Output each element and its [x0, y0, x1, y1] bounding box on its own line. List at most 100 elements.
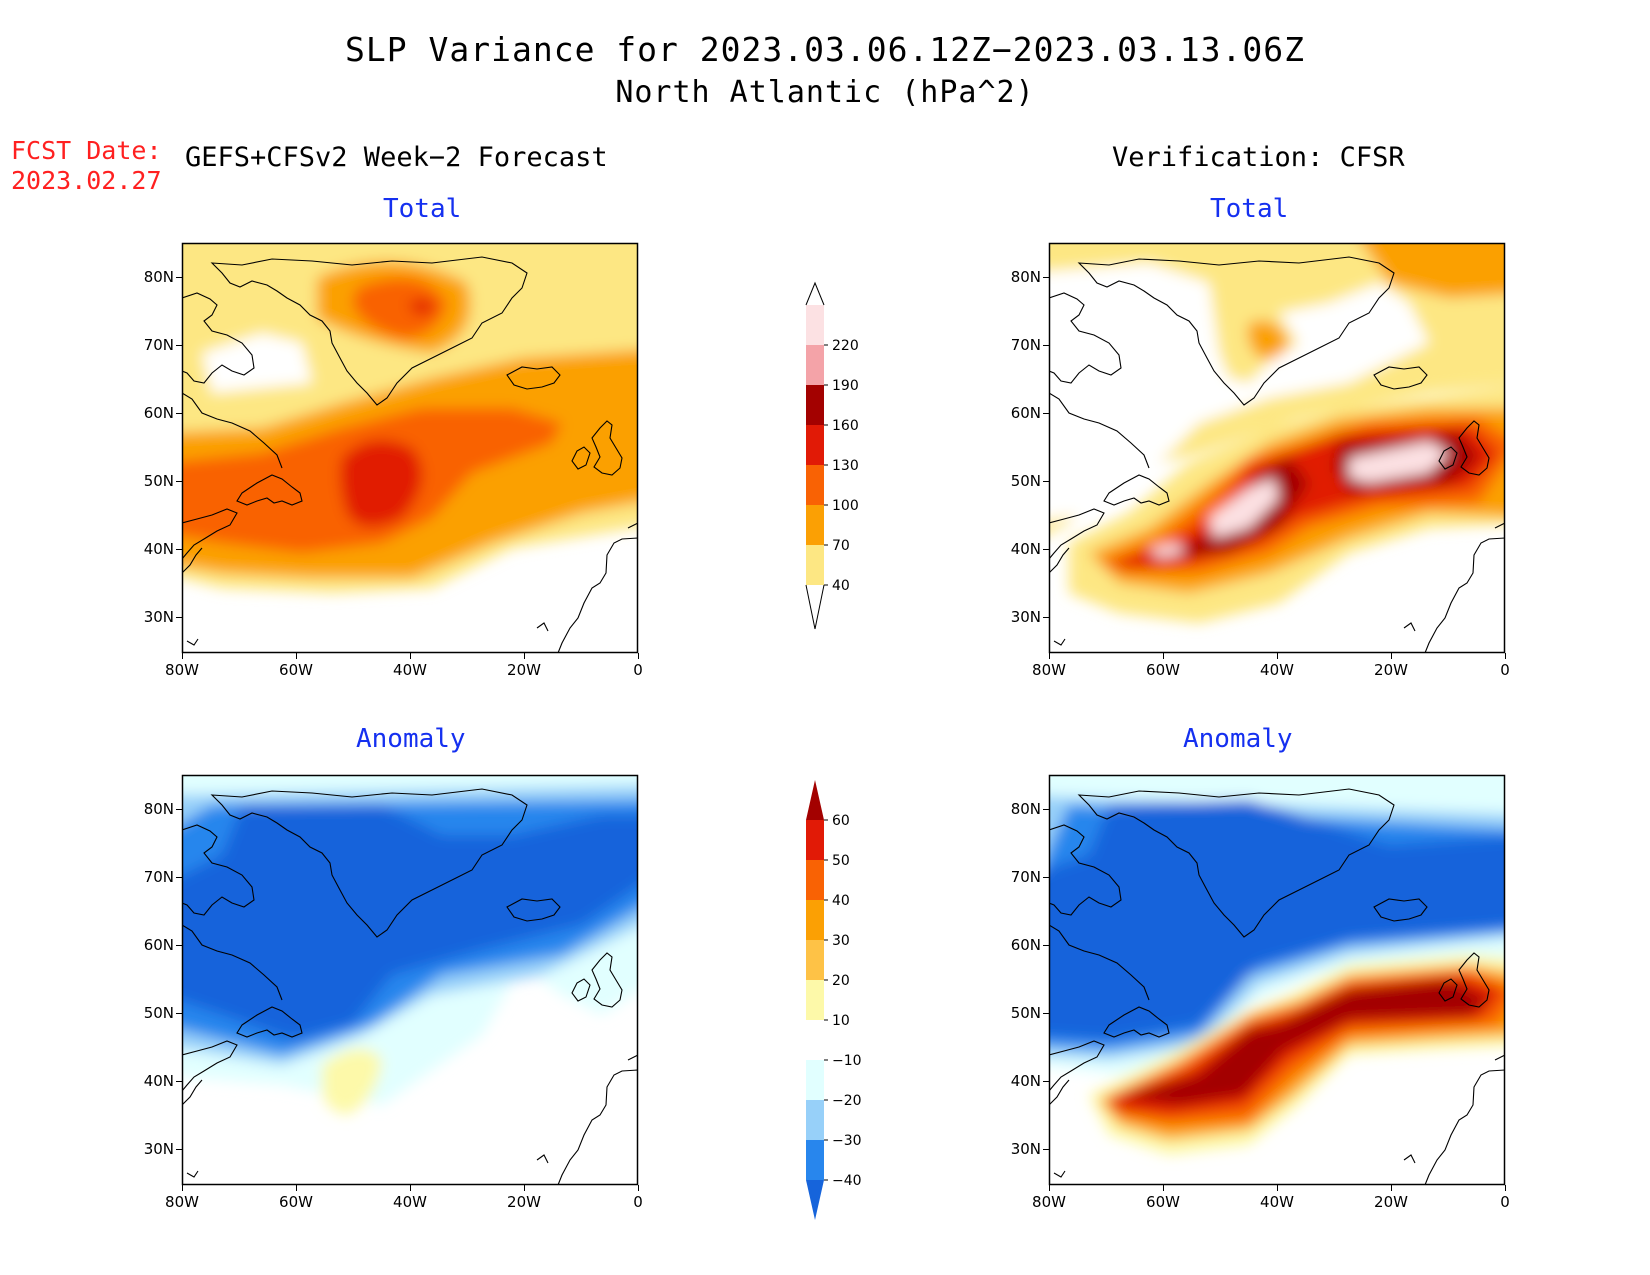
lat-label: 60N	[143, 404, 174, 422]
lat-label: 80N	[1010, 268, 1041, 286]
colorbar-segment	[806, 780, 824, 820]
fcst-date: 2023.02.27	[11, 166, 162, 195]
lat-label: 40N	[143, 1072, 174, 1090]
colorbar-label: −10	[832, 1053, 862, 1069]
lat-tick	[176, 945, 182, 946]
lat-label: 40N	[1010, 1072, 1041, 1090]
fcst-label: FCST Date:	[11, 136, 162, 165]
colorbar-anomaly: −40 −30 −20 −10 10 20 30 40 50 60	[806, 780, 862, 1220]
lat-tick	[176, 481, 182, 482]
lat-tick	[176, 1081, 182, 1082]
lon-tick	[638, 653, 639, 659]
lat-label: 80N	[1010, 800, 1041, 818]
main-title: SLP Variance for 2023.03.06.12Z−2023.03.…	[345, 30, 1305, 69]
lat-label: 50N	[1010, 472, 1041, 490]
colorbar-segment	[806, 345, 824, 385]
lat-tick	[1043, 1149, 1049, 1150]
lon-label: 40W	[393, 661, 427, 679]
map-verification-total	[1048, 242, 1506, 654]
colorbar-label: 40	[832, 578, 850, 594]
lat-label: 60N	[1010, 404, 1041, 422]
colorbar-segment	[806, 820, 824, 860]
lat-tick	[1043, 617, 1049, 618]
lon-label: 40W	[393, 1193, 427, 1211]
lat-label: 70N	[143, 868, 174, 886]
lat-tick	[1043, 1081, 1049, 1082]
map-forecast-anomaly	[181, 774, 639, 1186]
lat-label: 30N	[143, 1140, 174, 1158]
colorbar-segment	[806, 465, 824, 505]
lon-label: 60W	[1146, 661, 1180, 679]
colorbar-label: −20	[832, 1093, 862, 1109]
lon-label: 40W	[1260, 661, 1294, 679]
colorbar-extension-high	[805, 281, 825, 306]
lon-tick	[1505, 1185, 1506, 1191]
lon-label: 40W	[1260, 1193, 1294, 1211]
lon-tick	[1391, 653, 1392, 659]
colorbar-extension-low	[805, 584, 825, 630]
colorbar-label: 70	[832, 538, 850, 554]
colorbar-label: 190	[832, 378, 859, 394]
colorbar-segment	[806, 1180, 824, 1220]
lat-tick	[176, 549, 182, 550]
colorbar-label: 50	[832, 853, 850, 869]
lat-tick	[1043, 809, 1049, 810]
colorbar-label: −40	[832, 1173, 862, 1189]
lon-tick	[410, 653, 411, 659]
colorbar-segment	[806, 1060, 824, 1100]
lat-tick	[1043, 1013, 1049, 1014]
colorbar-label: 40	[832, 893, 850, 909]
lat-label: 30N	[143, 608, 174, 626]
lon-label: 80W	[1032, 1193, 1066, 1211]
lat-tick	[1043, 413, 1049, 414]
lat-tick	[176, 809, 182, 810]
lat-tick	[176, 1013, 182, 1014]
lat-tick	[176, 617, 182, 618]
lon-tick	[1163, 653, 1164, 659]
lon-tick	[524, 1185, 525, 1191]
lon-label: 80W	[165, 1193, 199, 1211]
colorbar-label: 130	[832, 458, 859, 474]
lat-label: 50N	[1010, 1004, 1041, 1022]
panel-title-forecast-anomaly: Anomaly	[356, 724, 466, 754]
lat-tick	[176, 277, 182, 278]
lat-label: 80N	[143, 268, 174, 286]
lon-label: 20W	[1374, 1193, 1408, 1211]
lat-tick	[1043, 945, 1049, 946]
colorbar-segment	[806, 425, 824, 465]
colorbar-label: 160	[832, 418, 859, 434]
lon-label: 80W	[165, 661, 199, 679]
lon-tick	[1277, 653, 1278, 659]
lon-tick	[1391, 1185, 1392, 1191]
lat-tick	[1043, 345, 1049, 346]
colorbar-segment	[806, 1140, 824, 1180]
lat-label: 40N	[1010, 540, 1041, 558]
lat-label: 70N	[1010, 336, 1041, 354]
map-forecast-total	[181, 242, 639, 654]
panel-title-verification-anomaly: Anomaly	[1183, 724, 1293, 754]
lat-label: 70N	[1010, 868, 1041, 886]
colorbar-segment	[806, 1100, 824, 1140]
colorbar-label: 10	[832, 1013, 850, 1029]
lon-tick	[182, 1185, 183, 1191]
colorbar-segment	[806, 505, 824, 545]
lat-tick	[176, 345, 182, 346]
lat-label: 30N	[1010, 608, 1041, 626]
lat-tick	[1043, 481, 1049, 482]
lon-label: 0	[633, 661, 643, 679]
lat-tick	[1043, 877, 1049, 878]
lat-tick	[176, 413, 182, 414]
lat-label: 50N	[143, 472, 174, 490]
lon-label: 60W	[1146, 1193, 1180, 1211]
lat-label: 70N	[143, 336, 174, 354]
colorbar-label: 20	[832, 973, 850, 989]
lon-label: 60W	[279, 1193, 313, 1211]
colorbar-segment	[806, 1020, 824, 1060]
map-verification-anomaly	[1048, 774, 1506, 1186]
colorbar-total: 40 70 100 130 160 190 220	[805, 281, 859, 630]
lon-label: 0	[1500, 1193, 1510, 1211]
lat-label: 80N	[143, 800, 174, 818]
lon-label: 80W	[1032, 661, 1066, 679]
lon-tick	[1049, 653, 1050, 659]
lat-label: 30N	[1010, 1140, 1041, 1158]
